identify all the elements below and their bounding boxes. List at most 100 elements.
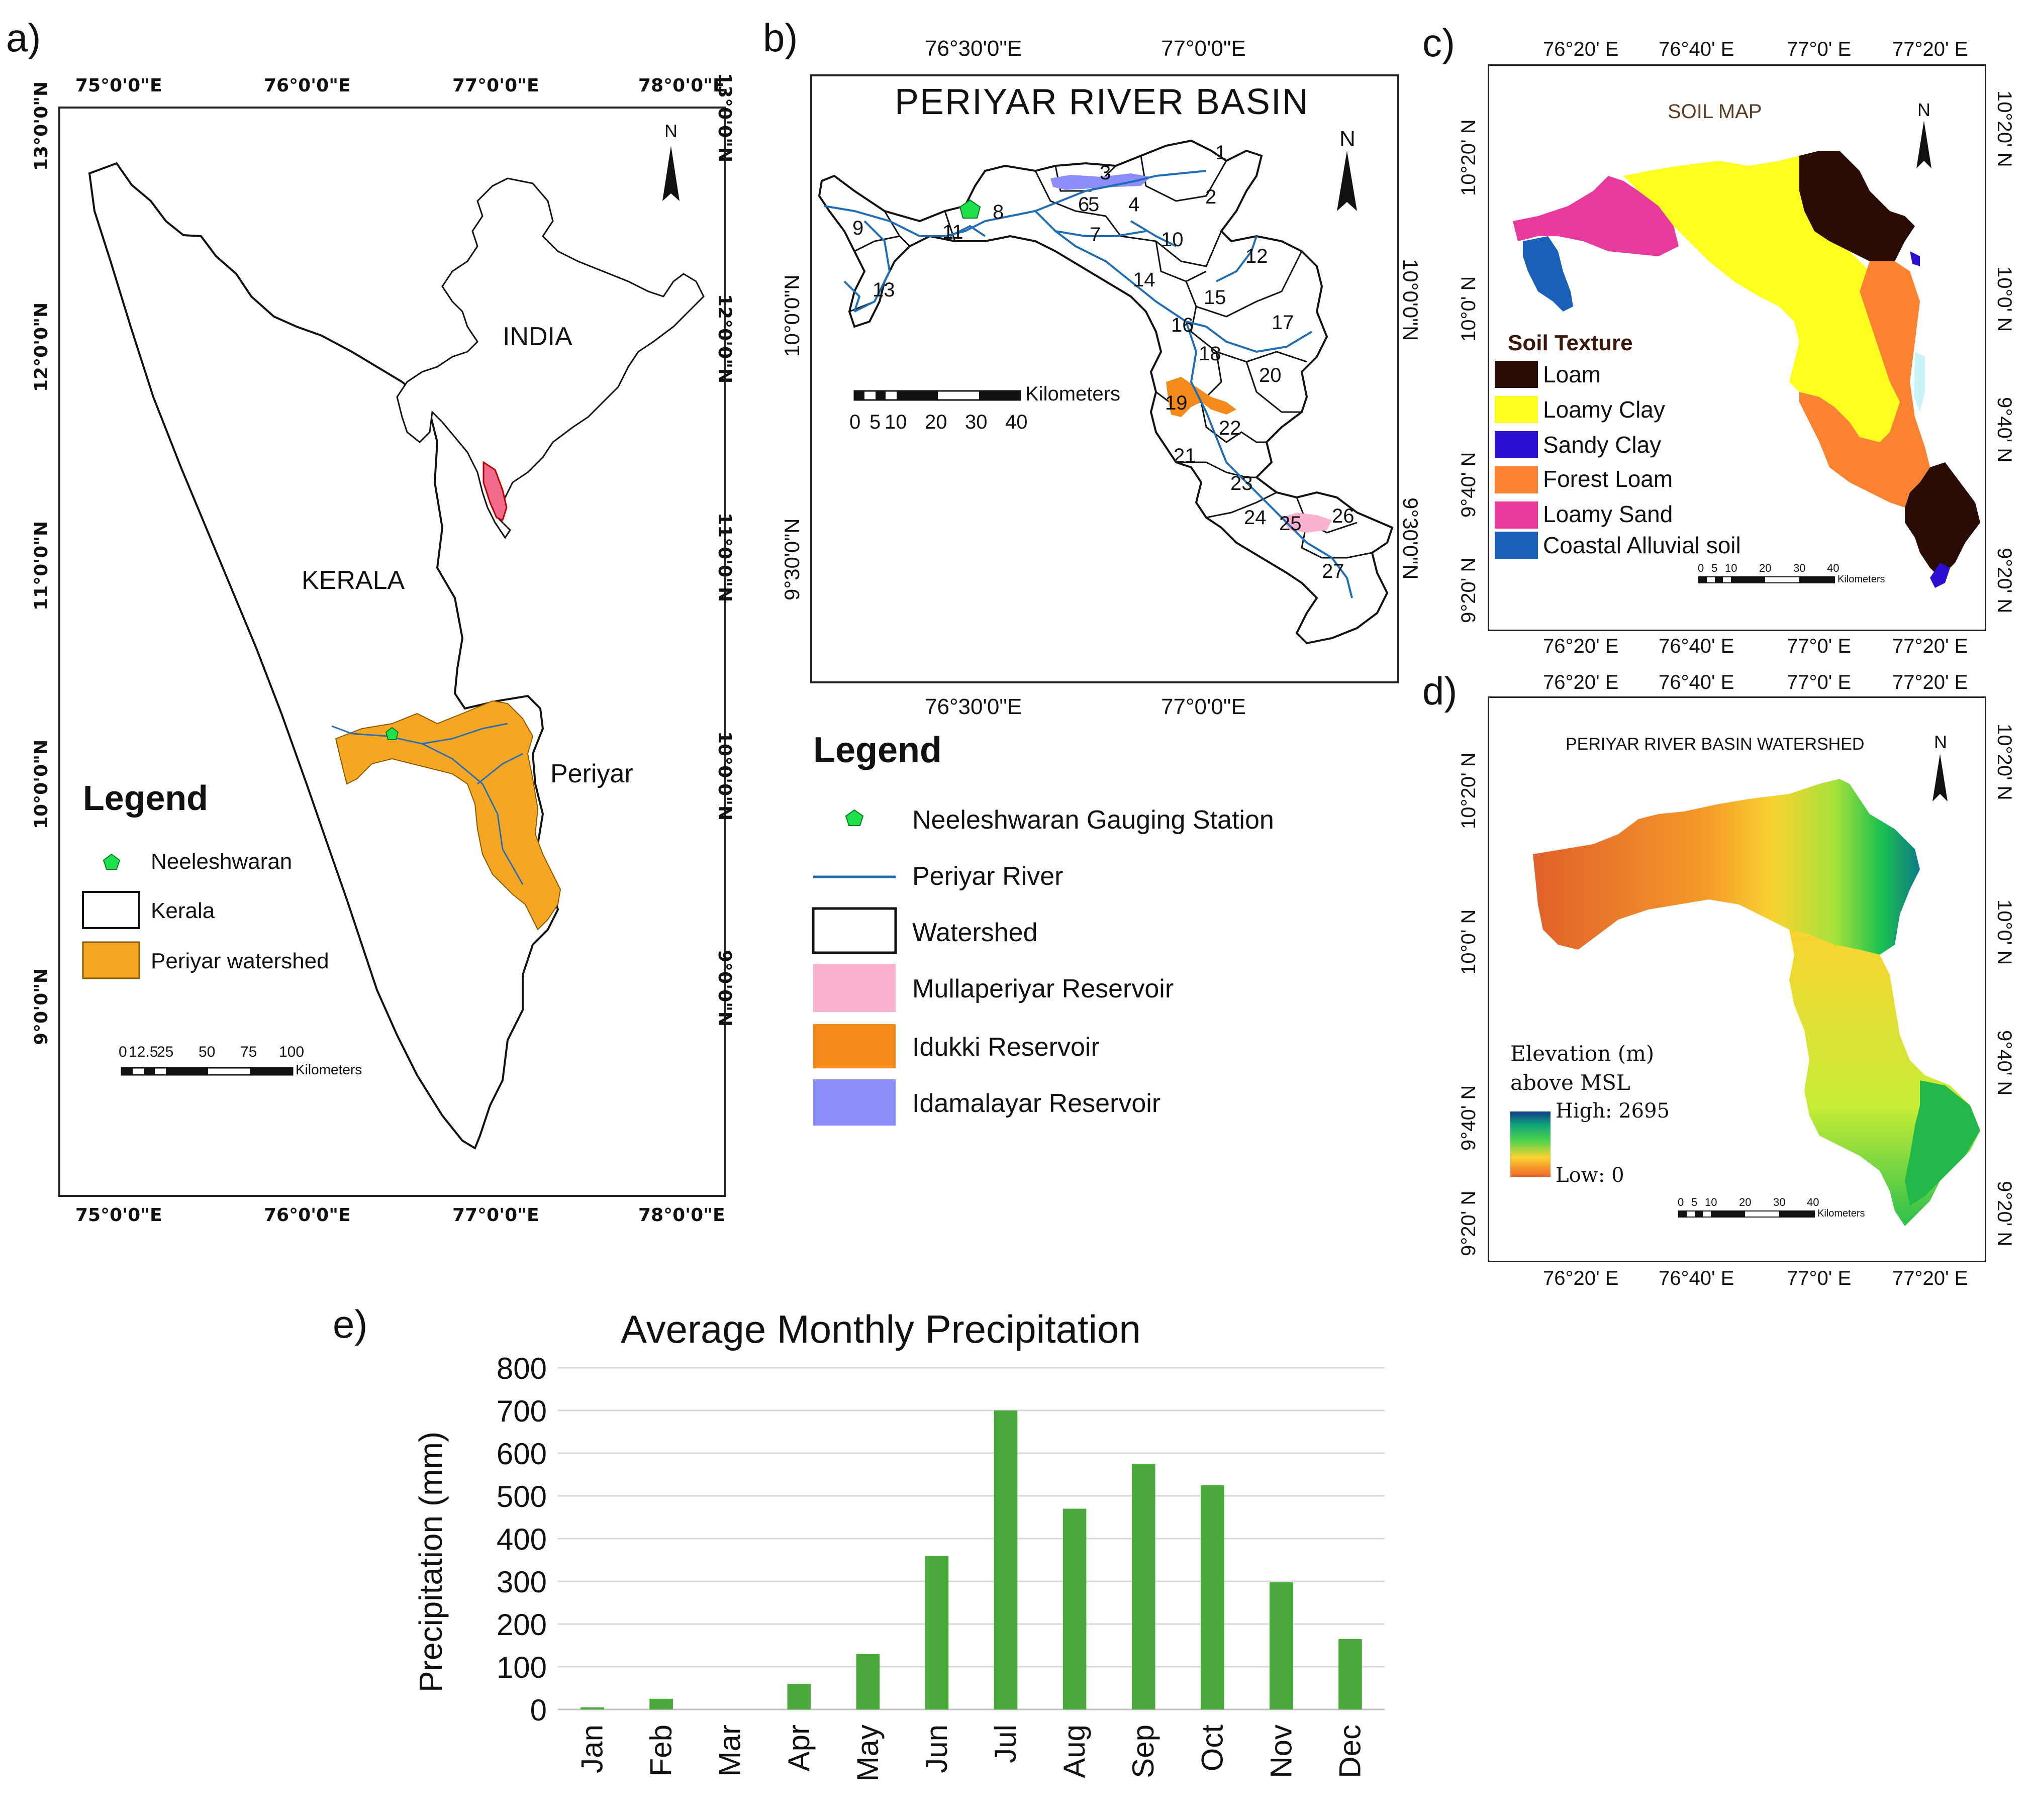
x-tick-label: Mar [713,1725,747,1776]
panel-a-top-tick: 78°0'0"E [638,75,725,96]
panel-a-bottom-tick: 76°0'0"E [264,1205,351,1226]
panel-d-scale-tick: 5 [1691,1196,1698,1208]
panel-a-bottom-tick: 75°0'0"E [75,1205,162,1226]
subbasin-label: 25 [1279,513,1302,535]
panel-a-top-tick: 76°0'0"E [264,75,351,96]
panel-c-scale-tick: 40 [1827,562,1840,574]
legend-forest-loam-symbol [1495,466,1538,493]
panel-c-scalebar [1698,576,1835,583]
north-arrow-c [1916,121,1931,168]
soil-coastal-alluvial [1523,236,1573,312]
subbasin-label: 3 [1100,162,1111,184]
soil-light-patch [1914,352,1925,412]
north-arrow-a [662,146,680,201]
panel-c-tick-top: 76°20' E [1543,38,1619,60]
legend-sandy-clay-symbol [1495,431,1538,458]
panel-c-legend-item: Coastal Alluvial soil [1543,532,1741,558]
legend-periyar-symbol [82,941,140,979]
panel-e-label: e) [333,1302,368,1346]
panel-d-scale-unit: Kilometers [1817,1208,1865,1219]
bar-feb [649,1698,673,1709]
panel-b-scale-tick: 20 [925,411,947,433]
panel-d-tick-top: 76°40' E [1659,671,1734,693]
legend-idamalayar-symbol [813,1079,896,1126]
panel-c-scale-tick: 5 [1711,562,1718,574]
panel-a-map [88,146,705,1150]
panel-a-legend-title: Legend [83,778,208,818]
india-outline [396,177,705,539]
panel-c-legend-item: Loamy Sand [1543,501,1673,527]
panel-a-top-tick: 75°0'0"E [75,75,162,96]
x-tick-label: Jan [575,1725,609,1773]
soil-loamy-sand [1513,176,1679,256]
subbasin-label: 11 [942,221,963,243]
panel-d-scale-tick: 0 [1678,1196,1684,1208]
neeleshwaran-marker [385,727,399,740]
x-tick-label: Oct [1195,1725,1229,1772]
panel-d-tick-top: 77°0' E [1787,671,1852,693]
panel-b-scale-unit: Kilometers [1025,383,1120,405]
panel-c-scale-tick: 20 [1759,562,1772,574]
panel-c-legend-item: Sandy Clay [1543,432,1662,458]
panel-a-scale-tick: 75 [240,1044,257,1060]
legend-watershed-symbol [812,907,897,954]
panel-b-bottom-tick: 77°0'0"E [1161,694,1246,719]
subbasin-label: 27 [1322,560,1344,582]
panel-a-label: a) [6,16,41,60]
panel-b-legend-item: Mullaperiyar Reservoir [912,974,1174,1003]
panel-d-tick-bottom: 76°20' E [1543,1267,1619,1289]
subbasin-label: 16 [1171,314,1194,336]
panel-b-scale-tick: 10 [885,411,907,433]
y-tick-label: 300 [497,1565,547,1599]
y-tick-label: 600 [497,1437,547,1471]
legend-neeleshwaran-symbol [103,853,121,870]
panel-d-tick-top: 77°20' E [1892,671,1968,693]
panel-b-bottom-tick: 76°30'0"E [925,694,1022,719]
legend-kerala-symbol [82,891,140,929]
panel-c-tick-bottom: 76°40' E [1659,635,1734,657]
panel-b-scale-tick: 5 [869,411,881,433]
subbasin-label: 20 [1259,364,1282,386]
subbasin-label: 12 [1245,245,1268,267]
subbasin-label: 15 [1204,286,1226,309]
panel-c-legend-symbols [1495,361,1538,559]
panel-b-legend-item: Watershed [912,918,1038,947]
subbasin-label: 7 [1090,224,1101,246]
panel-d-legend-title: Elevation (m) above MSL [1510,1041,1655,1095]
panel-d-tick-top: 76°20' E [1543,671,1619,693]
soil-loamy-clay [1623,156,1900,442]
north-label-d: N [1934,732,1947,752]
panel-b-legend-title: Legend [813,730,942,770]
panel-b-label: b) [763,16,798,60]
x-tick-label: May [851,1725,885,1781]
legend-gauging-symbol [845,809,864,826]
y-tick-label: 700 [497,1394,547,1428]
bar-nov [1270,1582,1293,1709]
x-tick-label: Dec [1333,1725,1367,1778]
panel-a-top-tick: 77°0'0"E [452,75,539,96]
subbasin-label: 5 [1088,193,1100,216]
idukki-reservoir [1166,377,1236,417]
panel-c-scale-tick: 30 [1793,562,1806,574]
panel-d-scale-tick: 30 [1773,1196,1786,1208]
panel-a-bottom-tick: 78°0'0"E [638,1205,725,1226]
panel-c-legend-item: Forest Loam [1543,466,1673,492]
bar-apr [787,1684,811,1709]
basin-outline [818,139,1394,645]
north-arrow-b [1337,151,1357,211]
subbasin-label: 24 [1244,507,1267,529]
place-periyar: Periyar [550,759,633,788]
bar-jul [994,1410,1018,1709]
panel-d-tick-bottom: 77°0' E [1787,1267,1852,1289]
y-tick-label: 400 [497,1523,547,1556]
panel-c-map [1513,121,1980,588]
subbasin-label: 18 [1199,343,1221,365]
panel-d-scale-tick: 40 [1807,1196,1819,1208]
panel-a-legend-item: Periyar watershed [151,949,329,973]
idamalayar-reservoir [1050,173,1151,190]
chart-title: Average Monthly Precipitation [621,1307,1141,1351]
panel-b-legend-symbols [812,809,897,1126]
panel-b-scale-tick: 40 [1005,411,1028,433]
subbasin-label: 22 [1219,417,1241,439]
